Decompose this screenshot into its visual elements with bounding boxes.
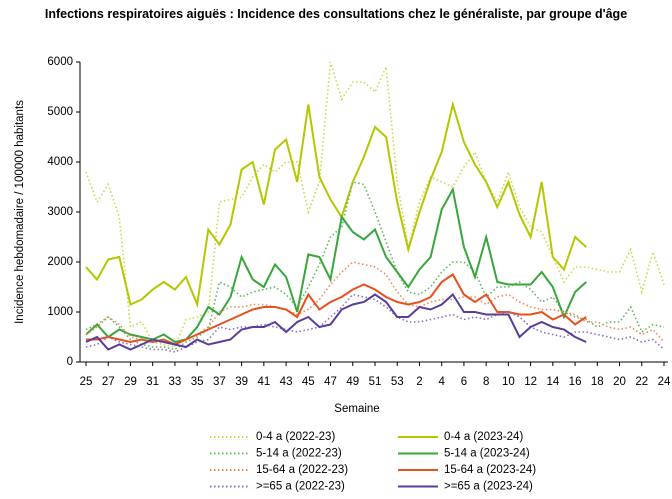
legend-label: 15-64 a (2022-23) [256, 464, 348, 476]
series-line [85, 100, 587, 309]
x-tick-label: 4 [438, 376, 445, 388]
series-line [85, 293, 665, 353]
x-tick-label: 35 [191, 376, 204, 388]
x-tick-label: 24 [658, 376, 671, 388]
y-tick-label: 5000 [47, 106, 73, 118]
x-tick-label: 51 [369, 376, 382, 388]
x-tick-label: 18 [591, 376, 604, 388]
x-tick-label: 27 [102, 376, 115, 388]
x-tick-label: 14 [546, 376, 559, 388]
legend-label: 5-14 a (2023-24) [444, 448, 530, 460]
x-tick-label: 29 [124, 376, 137, 388]
series-line [85, 181, 665, 351]
y-tick-label: 0 [67, 356, 73, 368]
x-tick-label: 10 [502, 376, 515, 388]
x-tick-label: 33 [169, 376, 182, 388]
series-line [85, 261, 665, 346]
series-line [85, 292, 587, 351]
x-tick-label: 8 [483, 376, 489, 388]
y-tick-label: 3000 [47, 206, 73, 218]
y-tick-label: 6000 [47, 56, 73, 68]
legend-label: 0-4 a (2022-23) [256, 431, 335, 443]
x-tick-label: 2 [416, 376, 422, 388]
legend-label: >=65 a (2022-23) [256, 481, 345, 493]
x-tick-label: 53 [391, 376, 404, 388]
series-line [86, 273, 587, 346]
x-tick-label: 25 [80, 376, 93, 388]
legend-label: 5-14 a (2022-23) [256, 448, 342, 460]
x-tick-label: 12 [524, 376, 537, 388]
legend-label: >=65 a (2023-24) [444, 481, 533, 493]
x-tick-label: 39 [235, 376, 248, 388]
x-tick-label: 49 [346, 376, 359, 388]
legend-label: 0-4 a (2023-24) [444, 431, 523, 443]
series-line [85, 61, 665, 348]
y-axis-label: Incidence hebdomadaire / 100000 habitant… [14, 100, 26, 324]
x-tick-label: 41 [257, 376, 270, 388]
x-tick-label: 16 [569, 376, 582, 388]
x-tick-label: 43 [280, 376, 293, 388]
y-tick-label: 1000 [47, 306, 73, 318]
x-tick-label: 45 [302, 376, 315, 388]
chart-title: Infections respiratoires aiguës : Incide… [44, 7, 628, 21]
x-tick-label: 31 [146, 376, 159, 388]
legend-label: 15-64 a (2023-24) [444, 464, 536, 476]
x-tick-label: 47 [324, 376, 337, 388]
y-tick-label: 2000 [47, 256, 73, 268]
x-tick-label: 6 [461, 376, 467, 388]
x-tick-label: 22 [635, 376, 648, 388]
series-line [85, 186, 587, 344]
x-axis-label: Semaine [334, 403, 379, 415]
x-tick-label: 20 [613, 376, 626, 388]
y-tick-label: 4000 [47, 156, 73, 168]
x-tick-label: 37 [213, 376, 226, 388]
